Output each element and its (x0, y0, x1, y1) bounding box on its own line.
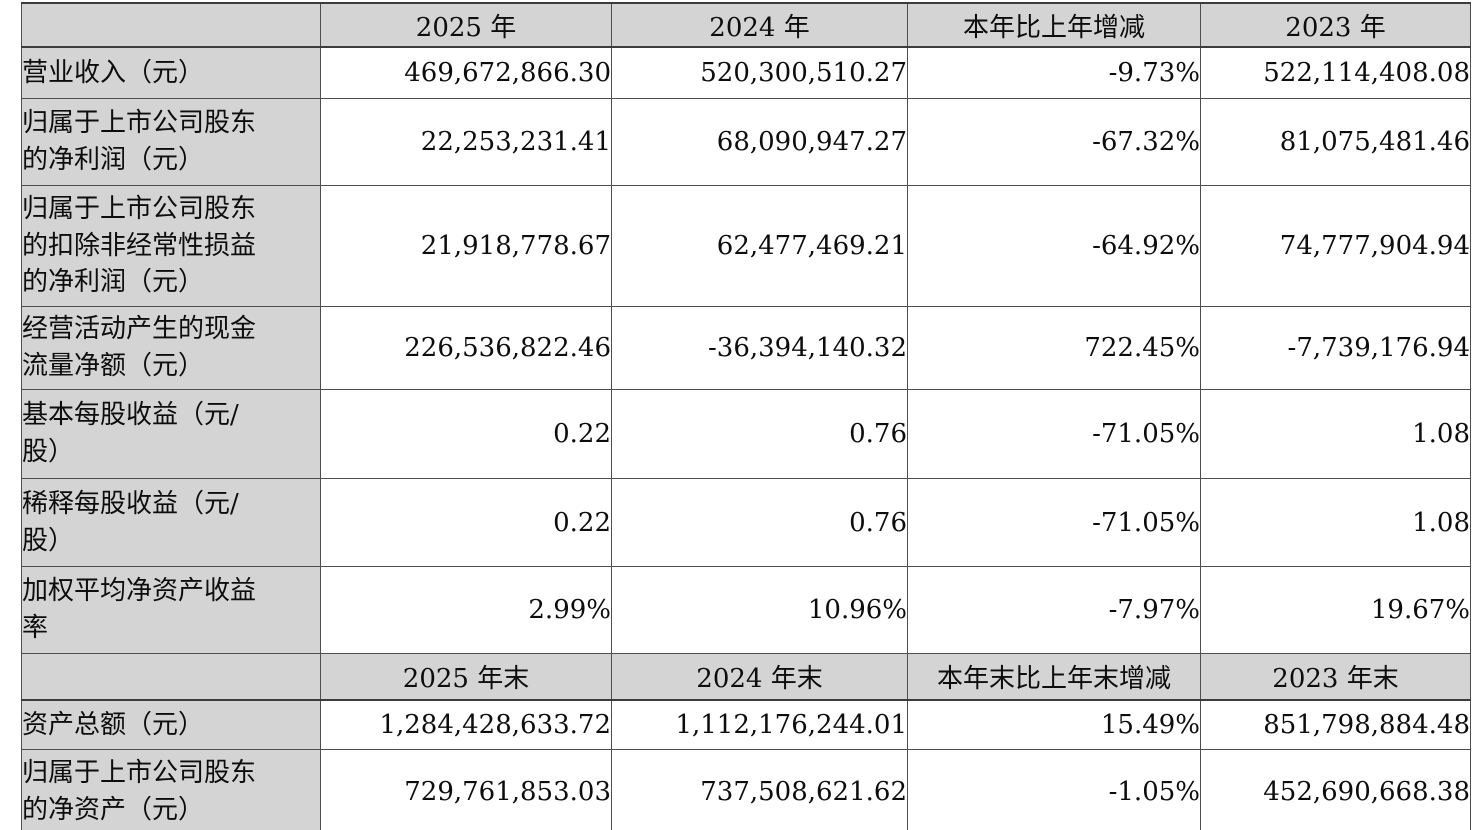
value-2024: 0.76 (611, 478, 908, 567)
col-header-2023-year-end: 2023 年末 (1200, 653, 1471, 701)
header-corner-cell (21, 2, 321, 48)
value-2024: 737,508,621.62 (611, 749, 908, 830)
value-2025: 226,536,822.46 (320, 306, 612, 390)
financial-summary-table: 2025 年 2024 年 本年比上年增减 2023 年 营业收入（元） 469… (21, 2, 1471, 830)
table-row-net-profit-excl-nonrecurring: 归属于上市公司股东 的扣除非经常性损益 的净利润（元） 21,918,778.6… (21, 185, 1471, 307)
value-2024: 0.76 (611, 389, 908, 479)
value-2024: 10.96% (611, 566, 908, 654)
col-header-2023: 2023 年 (1200, 2, 1471, 48)
row-label: 营业收入（元） (21, 46, 321, 99)
value-2023: -7,739,176.94 (1200, 306, 1471, 390)
value-change: -64.92% (907, 185, 1201, 307)
table-row-basic-eps: 基本每股收益（元/ 股） 0.22 0.76 -71.05% 1.08 (21, 389, 1471, 479)
col-header-yoy-change: 本年比上年增减 (907, 2, 1201, 48)
value-2023: 522,114,408.08 (1200, 46, 1471, 99)
value-change: -67.32% (907, 98, 1201, 186)
col-header-2025: 2025 年 (320, 2, 612, 48)
row-label: 加权平均净资产收益 率 (21, 566, 321, 654)
value-2023: 74,777,904.94 (1200, 185, 1471, 307)
col-header-2024-year-end: 2024 年末 (611, 653, 908, 701)
value-change: -1.05% (907, 749, 1201, 830)
table-row-net-assets: 归属于上市公司股东 的净资产（元） 729,761,853.03 737,508… (21, 749, 1471, 830)
value-2023: 452,690,668.38 (1200, 749, 1471, 830)
value-change: -7.97% (907, 566, 1201, 654)
col-header-2024: 2024 年 (611, 2, 908, 48)
value-2024: -36,394,140.32 (611, 306, 908, 390)
table-row-operating-cash-flow: 经营活动产生的现金 流量净额（元） 226,536,822.46 -36,394… (21, 306, 1471, 390)
value-2025: 22,253,231.41 (320, 98, 612, 186)
row-label: 归属于上市公司股东 的扣除非经常性损益 的净利润（元） (21, 185, 321, 307)
value-change: -71.05% (907, 478, 1201, 567)
table-row-revenue: 营业收入（元） 469,672,866.30 520,300,510.27 -9… (21, 46, 1471, 99)
value-2025: 0.22 (320, 478, 612, 567)
row-label: 稀释每股收益（元/ 股） (21, 478, 321, 567)
value-2024: 1,112,176,244.01 (611, 699, 908, 750)
value-2024: 62,477,469.21 (611, 185, 908, 307)
table-row-diluted-eps: 稀释每股收益（元/ 股） 0.22 0.76 -71.05% 1.08 (21, 478, 1471, 567)
row-label: 归属于上市公司股东 的净利润（元） (21, 98, 321, 186)
row-label: 归属于上市公司股东 的净资产（元） (21, 749, 321, 830)
value-2023: 19.67% (1200, 566, 1471, 654)
table-header-row-year-end: 2025 年末 2024 年末 本年末比上年末增减 2023 年末 (21, 653, 1471, 701)
value-2023: 1.08 (1200, 478, 1471, 567)
col-header-2025-year-end: 2025 年末 (320, 653, 612, 701)
value-2025: 469,672,866.30 (320, 46, 612, 99)
value-change: -9.73% (907, 46, 1201, 99)
table-row-total-assets: 资产总额（元） 1,284,428,633.72 1,112,176,244.0… (21, 699, 1471, 750)
row-label: 基本每股收益（元/ 股） (21, 389, 321, 479)
table-row-weighted-avg-roe: 加权平均净资产收益 率 2.99% 10.96% -7.97% 19.67% (21, 566, 1471, 654)
value-2024: 520,300,510.27 (611, 46, 908, 99)
value-2024: 68,090,947.27 (611, 98, 908, 186)
header-corner-cell (21, 653, 321, 701)
table-row-net-profit: 归属于上市公司股东 的净利润（元） 22,253,231.41 68,090,9… (21, 98, 1471, 186)
value-change: -71.05% (907, 389, 1201, 479)
value-2025: 729,761,853.03 (320, 749, 612, 830)
value-2025: 21,918,778.67 (320, 185, 612, 307)
value-2023: 1.08 (1200, 389, 1471, 479)
value-2023: 81,075,481.46 (1200, 98, 1471, 186)
value-change: 15.49% (907, 699, 1201, 750)
row-label: 资产总额（元） (21, 699, 321, 750)
row-label: 经营活动产生的现金 流量净额（元） (21, 306, 321, 390)
table-header-row-annual: 2025 年 2024 年 本年比上年增减 2023 年 (21, 2, 1471, 48)
value-2025: 2.99% (320, 566, 612, 654)
value-2023: 851,798,884.48 (1200, 699, 1471, 750)
value-2025: 0.22 (320, 389, 612, 479)
col-header-year-end-change: 本年末比上年末增减 (907, 653, 1201, 701)
value-2025: 1,284,428,633.72 (320, 699, 612, 750)
value-change: 722.45% (907, 306, 1201, 390)
